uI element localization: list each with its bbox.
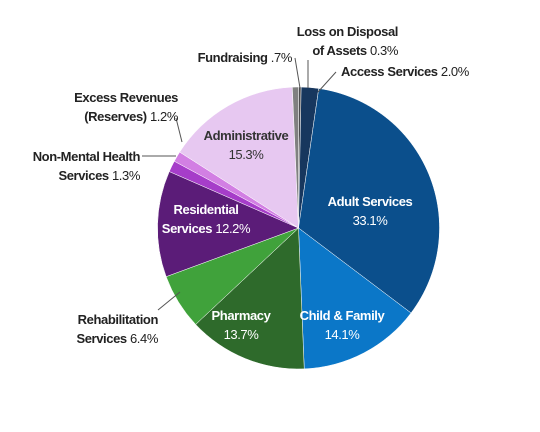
value-label: 15.3% bbox=[228, 147, 264, 162]
category-name: Non-Mental Health Services bbox=[32, 149, 141, 183]
leader-line bbox=[157, 291, 181, 311]
value-label: 6.4% bbox=[129, 331, 158, 346]
category-name: Loss on Disposal of Assets bbox=[296, 24, 399, 58]
category-name: Administrative bbox=[203, 128, 289, 143]
slice-label: Administrative 15.3% bbox=[196, 126, 296, 164]
category-name: Child & Family bbox=[299, 308, 385, 323]
leader-lines bbox=[142, 57, 337, 311]
category-name: Pharmacy bbox=[211, 308, 271, 323]
leader-line bbox=[175, 117, 183, 143]
slice-label: Pharmacy 13.7% bbox=[201, 306, 281, 344]
value-label: 13.7% bbox=[223, 327, 259, 342]
leader-line bbox=[294, 57, 301, 89]
pie-slice bbox=[195, 227, 305, 370]
slice-label: Access Services 2.0% bbox=[341, 62, 469, 81]
pie-slice bbox=[179, 86, 299, 229]
pie-slice bbox=[157, 171, 300, 277]
category-name: Access Services bbox=[341, 64, 438, 79]
value-label: 1.3% bbox=[111, 168, 140, 183]
category-name: Excess Revenues (Reserves) bbox=[74, 90, 178, 124]
category-name: Fundraising bbox=[197, 50, 268, 65]
slice-label: Excess Revenues (Reserves) 1.2% bbox=[68, 88, 178, 126]
value-label: 14.1% bbox=[324, 327, 360, 342]
value-label: 33.1% bbox=[352, 213, 388, 228]
value-label: 2.0% bbox=[440, 64, 469, 79]
slice-label: Loss on Disposal of Assets 0.3% bbox=[286, 22, 399, 60]
category-name: Rehabilitation Services bbox=[76, 312, 158, 346]
pie-slice bbox=[298, 88, 440, 314]
slices bbox=[157, 86, 440, 370]
pie-slice bbox=[298, 227, 412, 370]
slice-label: Child & Family 14.1% bbox=[292, 306, 392, 344]
value-label: 12.2% bbox=[215, 221, 251, 236]
pie-slice bbox=[292, 86, 299, 229]
slice-label: Residential Services 12.2% bbox=[151, 200, 261, 238]
slice-label: Non-Mental Health Services 1.3% bbox=[15, 147, 141, 185]
category-name: Adult Services bbox=[327, 194, 413, 209]
slice-label: Fundraising .7% bbox=[197, 48, 293, 67]
leader-line bbox=[317, 71, 337, 93]
value-label: .7% bbox=[270, 50, 293, 65]
value-label: 0.3% bbox=[369, 43, 398, 58]
category-name: Residential Services bbox=[161, 202, 239, 236]
slice-label: Rehabilitation Services 6.4% bbox=[53, 310, 158, 348]
slice-label: Adult Services 33.1% bbox=[320, 192, 420, 230]
value-label: 1.2% bbox=[149, 109, 178, 124]
